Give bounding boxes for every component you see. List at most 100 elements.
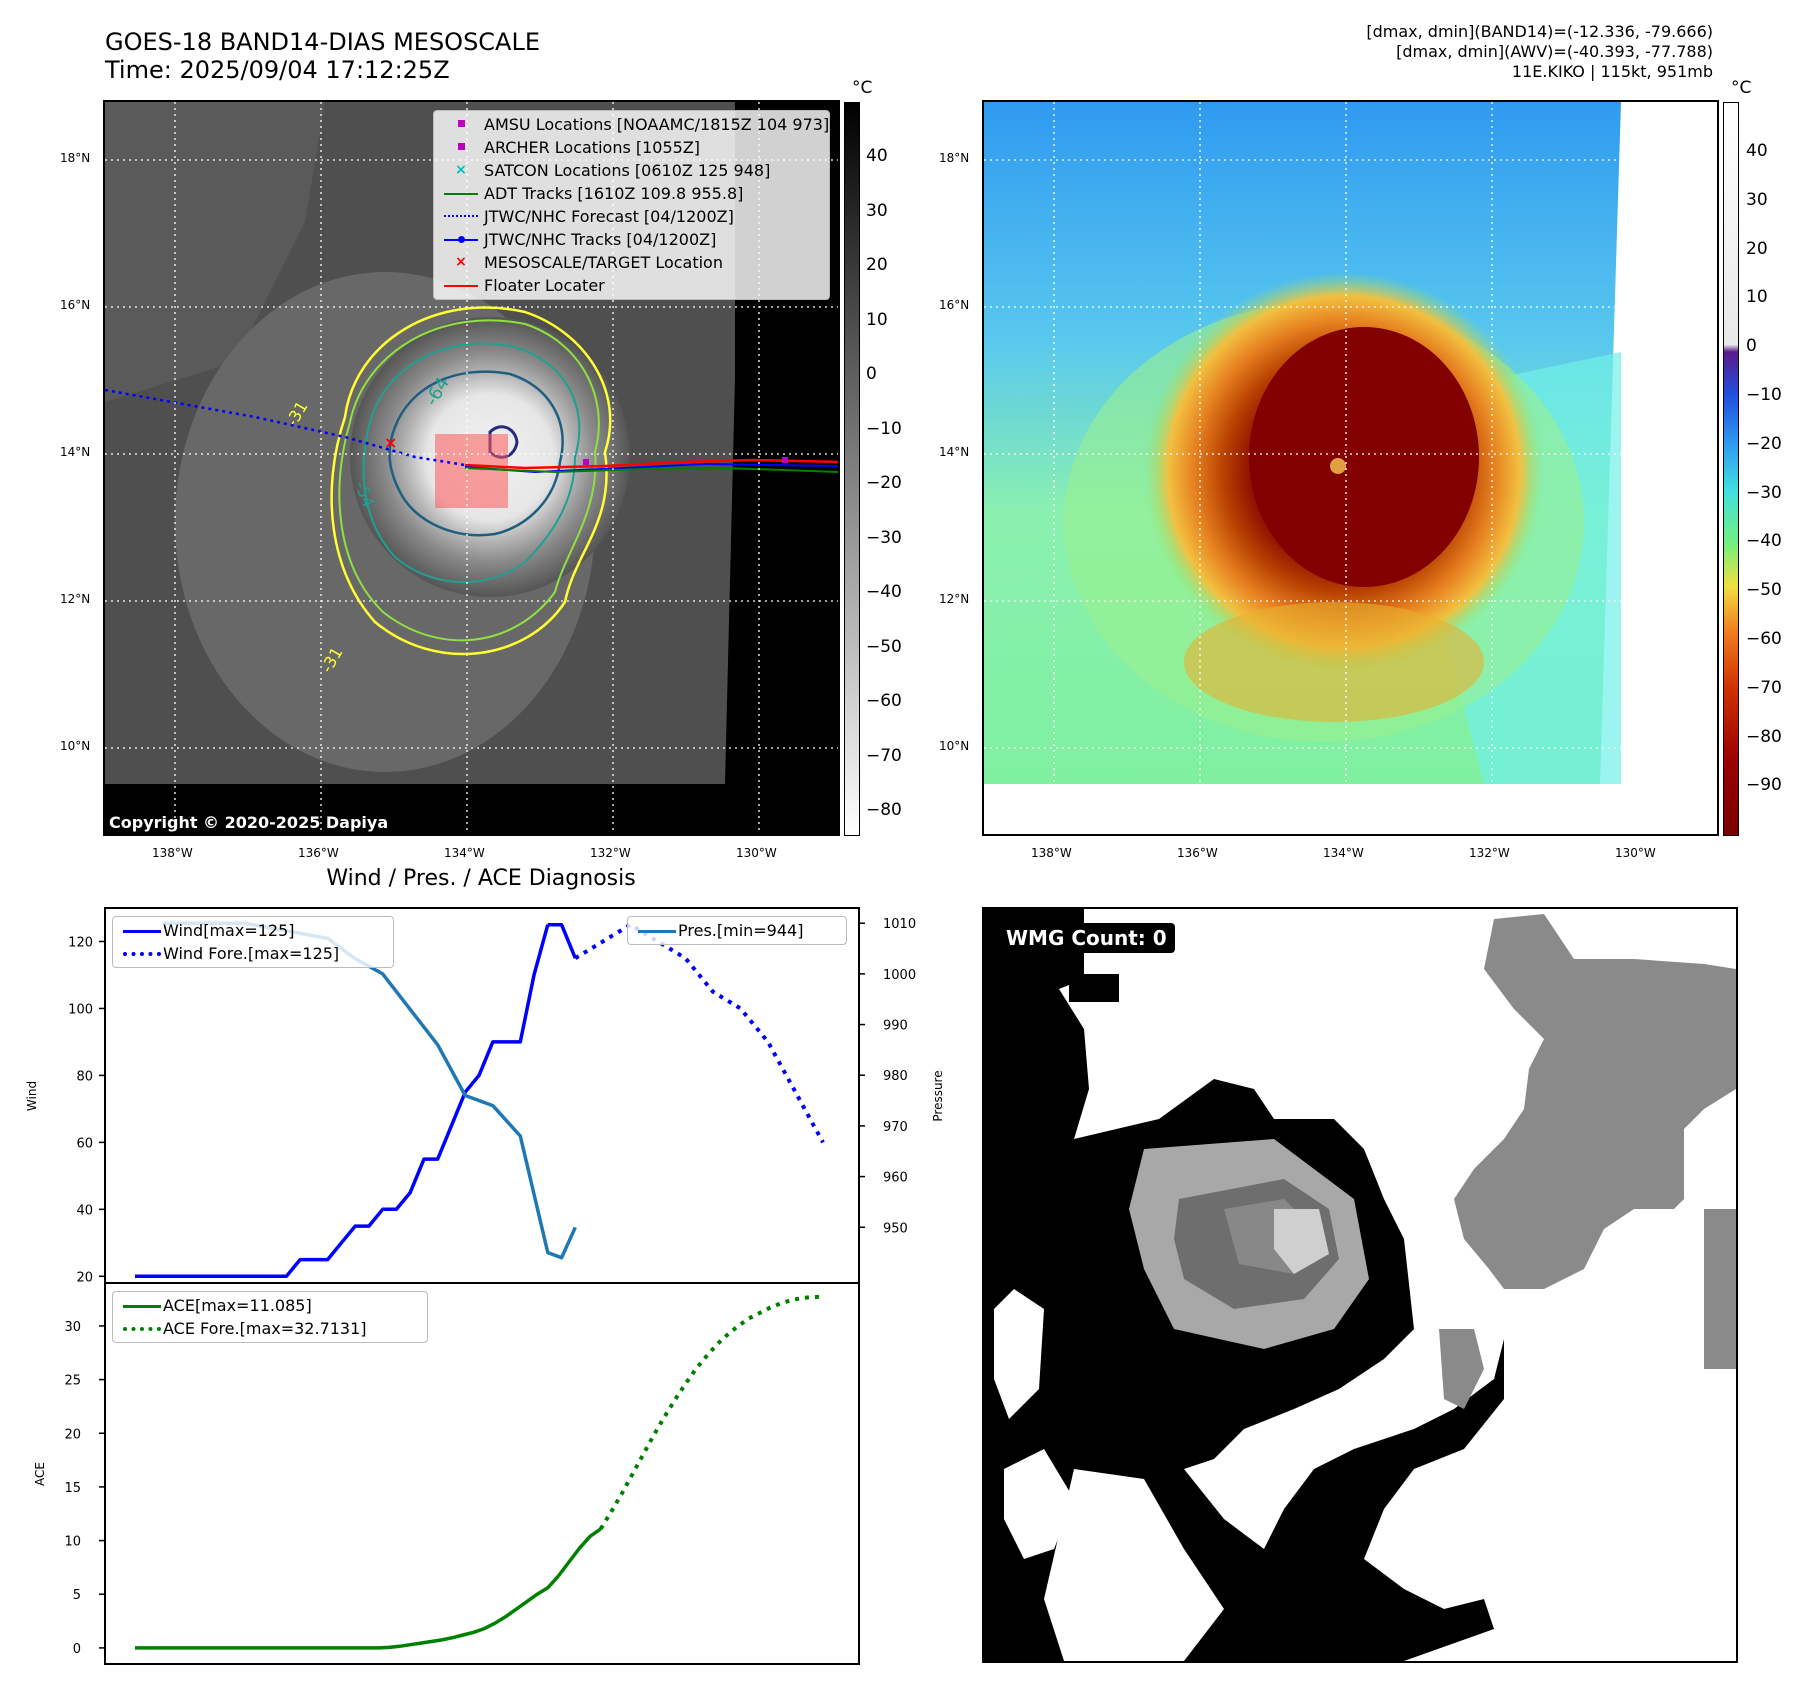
wind-tick-label: 100 [68,1002,93,1017]
wind-tick-label: 60 [76,1136,93,1151]
wmg-image [984,909,1736,1661]
legend-satcon: × SATCON Locations [0610Z 125 948] [455,161,771,180]
legend-label: JTWC/NHC Tracks [04/1200Z] [484,230,717,249]
floater-track [464,458,838,470]
awv-colorbar-tick: −90 [1746,775,1782,796]
wind-series-2 [574,922,825,1144]
pressure-tick-label: 1010 [883,917,916,932]
awv-lat-10: 10°N [939,739,970,753]
awv-lon-132: 132°W [1469,846,1510,860]
ir-lat-14: 14°N [60,445,91,459]
ace-tick-label: 15 [64,1481,81,1496]
legend-label: ARCHER Locations [1055Z] [484,138,701,157]
pressure-tick-label: 1000 [883,968,916,983]
ir-colorbar-tick: 20 [866,255,888,275]
pressure-tick-label: 990 [883,1019,908,1034]
ir-lat-16: 16°N [60,298,91,312]
wind-legend: Wind[max=125] Wind Fore.[max=125] [112,916,394,968]
wind-series-3 [162,921,577,1260]
diag-title: Wind / Pres. / ACE Diagnosis [326,866,636,891]
awv-grid [984,102,1717,834]
awv-colorbar-tick: −50 [1746,580,1782,601]
ir-colorbar [844,102,860,836]
legend-amsu: AMSU Locations [NOAAMC/1815Z 104 973] [434,113,829,136]
storm-info: 11E.KIKO | 115kt, 951mb [1511,62,1713,81]
awv-map-panel [982,100,1719,836]
wind-ylabel: Wind [25,1081,39,1111]
dmax-band14: [dmax, dmin](BAND14)=(-12.336, -79.666) [1366,22,1713,41]
ir-lat-10: 10°N [60,739,91,753]
legend-label: AMSU Locations [NOAAMC/1815Z 104 973] [484,115,830,134]
wind-tick-label: 120 [68,935,93,950]
ir-lon-136: 136°W [298,846,339,860]
ir-colorbar-tick: −80 [866,800,902,820]
ir-colorbar-unit: °C [852,78,873,98]
legend-floater: Floater Locater [434,274,829,297]
ir-colorbar-tick: 40 [866,146,888,166]
awv-map-image [984,102,1717,834]
ace-tick-label: 0 [73,1642,81,1657]
awv-lon-130: 130°W [1615,846,1656,860]
wind-tick-label: 80 [76,1069,93,1084]
ace-tick-label: 25 [64,1374,81,1389]
awv-colorbar-tick: −40 [1746,531,1782,552]
pres-legend: Pres.[min=944] [627,916,847,945]
legend-jtwc-tracks: JTWC/NHC Tracks [04/1200Z] [434,228,829,251]
wind-tick-label: 40 [76,1203,93,1218]
amsu-marker [583,459,589,465]
legend-archer: ARCHER Locations [1055Z] [434,136,829,159]
ir-colorbar-tick: 30 [866,200,888,221]
awv-lon-134: 134°W [1323,846,1364,860]
figure-title: GOES-18 BAND14-DIAS MESOSCALE Time: 2025… [105,28,540,84]
diag-chart: 20 40 60 80 100 120 950 960 970 980 990 1000 1010 0 5… [25,907,945,1665]
title-line-2: Time: 2025/09/04 17:12:25Z [105,56,450,84]
ir-lon-130: 130°W [736,846,777,860]
legend-pres: Pres.[min=944] [628,919,846,942]
ir-colorbar-tick: −70 [866,745,902,766]
legend-label: Wind Fore.[max=125] [163,944,340,963]
ir-colorbar-tick: −50 [866,636,902,657]
awv-lon-136: 136°W [1177,846,1218,860]
awv-colorbar-tick: −60 [1746,629,1782,649]
ace-series-2 [598,1294,824,1530]
legend-label: ACE[max=11.085] [163,1296,312,1315]
ir-colorbar-tick: −60 [866,691,902,711]
ir-colorbar-tick: −30 [866,527,902,548]
legend-label: Wind[max=125] [163,921,295,940]
wind-series-1 [547,922,577,959]
legend-label: SATCON Locations [0610Z 125 948] [484,161,771,180]
awv-lat-14: 14°N [939,445,970,459]
storm-stats: [dmax, dmin](BAND14)=(-12.336, -79.666) … [1366,22,1713,82]
ace-legend: ACE[max=11.085] ACE Fore.[max=32.7131] [112,1291,428,1343]
awv-lat-16: 16°N [939,298,970,312]
wind-tick-label: 20 [76,1270,93,1285]
ace-series-1 [557,1527,602,1578]
pressure-tick-label: 960 [883,1171,908,1186]
target-marker: × [384,433,397,452]
awv-colorbar-tick: −70 [1746,677,1782,698]
legend-ace-fore: ACE Fore.[max=32.7131] [113,1317,427,1340]
ir-colorbar-tick: 0 [866,364,877,384]
floater-box [435,434,508,508]
legend-wind-fore: Wind Fore.[max=125] [113,942,393,965]
legend-forecast: JTWC/NHC Forecast [04/1200Z] [434,205,829,228]
pressure-tick-label: 950 [883,1221,908,1236]
legend-label: Floater Locater [484,276,605,295]
awv-colorbar-tick: 0 [1746,336,1757,357]
diag-frame [104,907,860,1665]
ace-ylabel: ACE [33,1462,47,1486]
title-line-1: GOES-18 BAND14-DIAS MESOSCALE [105,28,541,56]
pressure-tick-label: 980 [883,1069,908,1084]
ir-colorbar-tick: −40 [866,582,902,602]
ir-lat-18: 18°N [60,151,91,165]
ir-lon-132: 132°W [590,846,631,860]
awv-lat-18: 18°N [939,151,970,165]
archer-marker [782,457,788,463]
ace-tick-label: 30 [64,1320,81,1335]
awv-colorbar [1723,102,1739,836]
ir-lon-138: 138°W [152,846,193,860]
ir-colorbar-tick: −20 [866,473,902,493]
awv-colorbar-tick: 20 [1746,238,1768,259]
legend-label: JTWC/NHC Forecast [04/1200Z] [484,207,734,226]
ir-lat-12: 12°N [60,592,91,606]
